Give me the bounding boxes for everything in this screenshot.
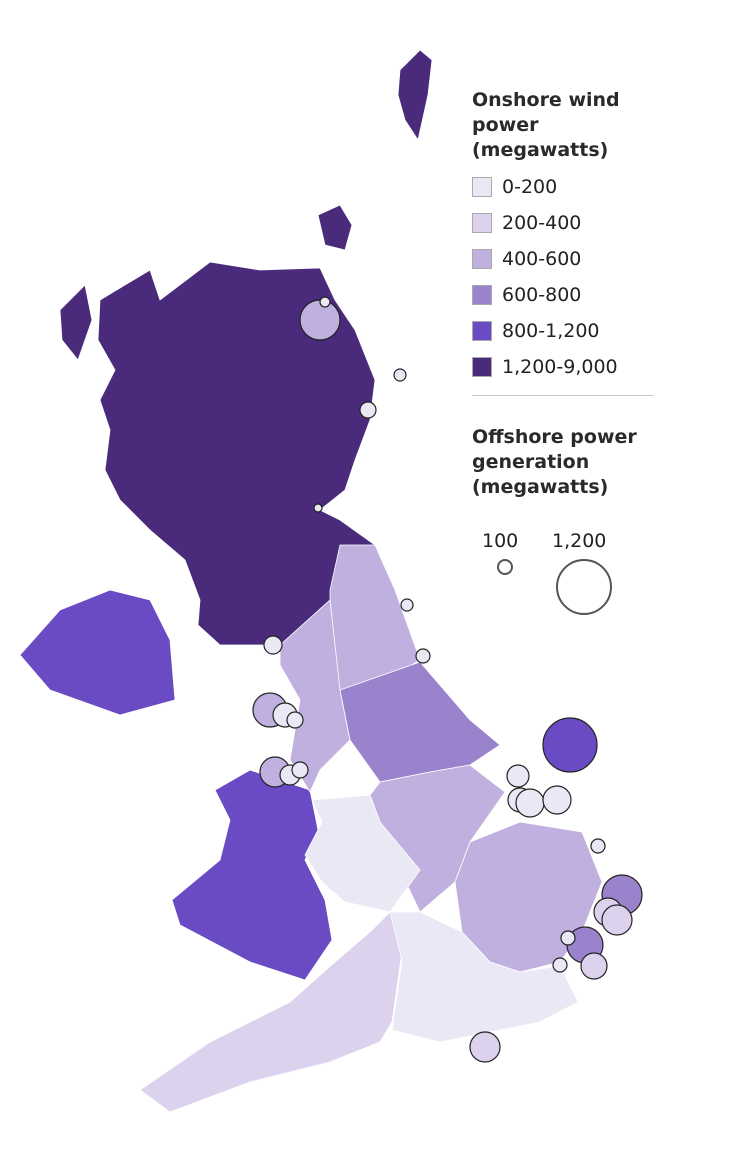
offshore-legend-unit: (megawatts) [472, 476, 609, 498]
legend-swatch [472, 213, 492, 233]
offshore-wind-farm [359, 401, 377, 419]
legend-item: 600-800 [472, 277, 657, 313]
legend-swatch [472, 249, 492, 269]
legend-label: 800-1,200 [502, 320, 600, 342]
region-north-west [279, 599, 351, 793]
legend-swatch [472, 357, 492, 377]
offshore-wind-farm [542, 717, 598, 773]
offshore-wind-farm [319, 296, 331, 308]
legend-label: 600-800 [502, 284, 582, 306]
legend-swatch [472, 177, 492, 197]
offshore-wind-farm [263, 635, 283, 655]
legend-label: 200-400 [502, 212, 582, 234]
legend-item: 200-400 [472, 205, 657, 241]
size-label-small: 100 [482, 530, 519, 552]
offshore-wind-farm [286, 711, 304, 729]
region-west-midlands [304, 794, 421, 913]
onshore-legend-title: Onshore wind power [472, 89, 620, 136]
size-label-large: 1,200 [552, 530, 607, 552]
legend-label: 1,200-9,000 [502, 356, 618, 378]
offshore-wind-farm [313, 503, 323, 513]
offshore-wind-farm [299, 299, 341, 341]
size-circle-large [556, 559, 612, 615]
region-hebrides [59, 284, 93, 361]
size-circle-small [497, 559, 513, 575]
legend-swatch [472, 321, 492, 341]
offshore-legend-title-2: generation [472, 451, 590, 473]
offshore-wind-farm [291, 761, 309, 779]
legend-swatch [472, 285, 492, 305]
offshore-wind-farm [542, 785, 572, 815]
offshore-wind-farm [580, 952, 608, 980]
offshore-wind-farm [560, 930, 576, 946]
legend-item: 400-600 [472, 241, 657, 277]
legend-item: 1,200-9,000 [472, 349, 657, 385]
offshore-wind-farm [552, 957, 568, 973]
region-south-east [389, 911, 579, 1043]
legend-divider [472, 395, 654, 396]
legend-item: 0-200 [472, 169, 657, 205]
onshore-legend: Onshore wind power (megawatts) 0-200 200-… [472, 88, 657, 385]
offshore-size-legend: 100 1,200 [472, 530, 672, 620]
region-orkney [317, 204, 353, 251]
region-wales [171, 769, 333, 981]
offshore-wind-farm [393, 368, 407, 382]
legend-item: 800-1,200 [472, 313, 657, 349]
offshore-wind-farm [506, 764, 530, 788]
offshore-wind-farm [590, 838, 606, 854]
legend-label: 400-600 [502, 248, 582, 270]
offshore-wind-farm [515, 788, 545, 818]
offshore-legend: Offshore power generation (megawatts) [472, 425, 662, 500]
offshore-wind-farm [601, 904, 633, 936]
offshore-wind-farm [415, 648, 431, 664]
onshore-legend-unit: (megawatts) [472, 139, 609, 161]
legend-label: 0-200 [502, 176, 558, 198]
region-northern-ireland [19, 589, 176, 716]
region-shetland [397, 49, 433, 142]
offshore-wind-farm [400, 598, 414, 612]
offshore-legend-title: Offshore power [472, 426, 637, 448]
offshore-wind-farm [469, 1031, 501, 1063]
